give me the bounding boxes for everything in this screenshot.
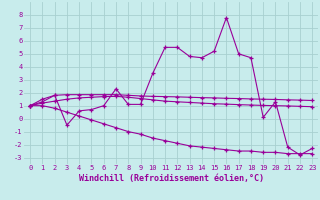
X-axis label: Windchill (Refroidissement éolien,°C): Windchill (Refroidissement éolien,°C) — [79, 174, 264, 183]
